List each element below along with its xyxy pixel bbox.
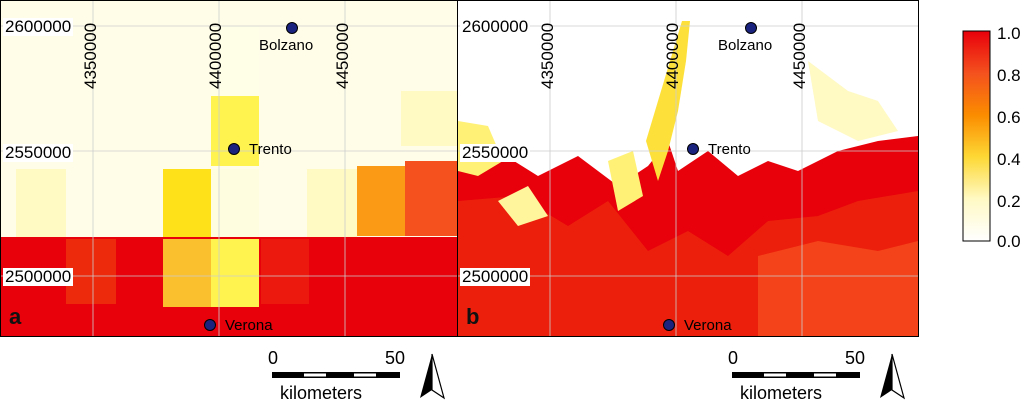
legend-tick-6: 0.0 bbox=[997, 232, 1021, 251]
y-label-b-1: 2600000 bbox=[460, 17, 531, 36]
city-marker-trento-b bbox=[687, 143, 699, 155]
scale-unit-a: kilometers bbox=[280, 383, 363, 403]
city-marker-bolzano-a bbox=[286, 22, 298, 34]
city-label-trento-a: Trento bbox=[249, 141, 292, 158]
scale-zero-b: 0 bbox=[728, 348, 739, 368]
city-label-trento-b: Trento bbox=[708, 141, 751, 158]
y-label-b-2: 2550000 bbox=[460, 143, 531, 162]
legend-tick-3: 0.6 bbox=[997, 108, 1021, 127]
legend-tick-4: 0.4 bbox=[997, 150, 1021, 169]
city-marker-verona-a bbox=[204, 319, 216, 331]
y-label-a-2: 2550000 bbox=[3, 143, 74, 162]
city-label-bolzano-b: Bolzano bbox=[718, 37, 773, 54]
scale-bar-b: 0 50 kilometers bbox=[720, 340, 920, 406]
scale-fifty-a: 50 bbox=[385, 348, 406, 368]
legend-tick-1: 1.0 bbox=[997, 24, 1021, 43]
north-arrow-icon bbox=[420, 353, 446, 400]
x-label-a-1: 4350000 bbox=[81, 22, 100, 89]
y-label-b-3: 2500000 bbox=[460, 267, 531, 286]
scale-fifty-b: 50 bbox=[845, 348, 866, 368]
x-label-a-3: 4450000 bbox=[333, 22, 352, 89]
panel-letter-b: b bbox=[466, 304, 480, 329]
city-marker-trento-a bbox=[228, 143, 240, 155]
map-a-raster bbox=[1, 1, 457, 336]
legend-gradient bbox=[962, 30, 991, 242]
map-panel-b: 2600000 2550000 2500000 4350000 4400000 … bbox=[457, 0, 919, 337]
x-label-b-2: 4400000 bbox=[663, 22, 682, 89]
city-marker-bolzano-b bbox=[745, 22, 757, 34]
legend-tick-2: 0.8 bbox=[997, 66, 1021, 85]
city-label-verona-a: Verona bbox=[225, 317, 273, 334]
color-legend: 1.0 0.8 0.6 0.4 0.2 0.0 bbox=[962, 24, 1022, 251]
city-label-verona-b: Verona bbox=[684, 317, 732, 334]
x-label-b-3: 4450000 bbox=[790, 22, 809, 89]
x-label-b-1: 4350000 bbox=[538, 22, 557, 89]
scale-zero-a: 0 bbox=[268, 348, 279, 368]
panel-letter-a: a bbox=[9, 304, 22, 329]
map-panel-a: 2600000 2550000 2500000 4350000 4400000 … bbox=[0, 0, 458, 337]
city-label-bolzano-a: Bolzano bbox=[259, 37, 314, 54]
scale-unit-b: kilometers bbox=[740, 383, 823, 403]
y-label-a-3: 2500000 bbox=[3, 267, 74, 286]
legend-tick-5: 0.2 bbox=[997, 192, 1021, 211]
scale-bar-a: 0 50 kilometers bbox=[260, 340, 460, 406]
scale-bar-graphic-b bbox=[732, 353, 906, 400]
city-marker-verona-b bbox=[663, 319, 675, 331]
scale-bar-graphic-a bbox=[272, 353, 446, 400]
y-label-a-1: 2600000 bbox=[3, 17, 74, 36]
north-arrow-icon bbox=[880, 353, 906, 400]
x-label-a-2: 4400000 bbox=[206, 22, 225, 89]
